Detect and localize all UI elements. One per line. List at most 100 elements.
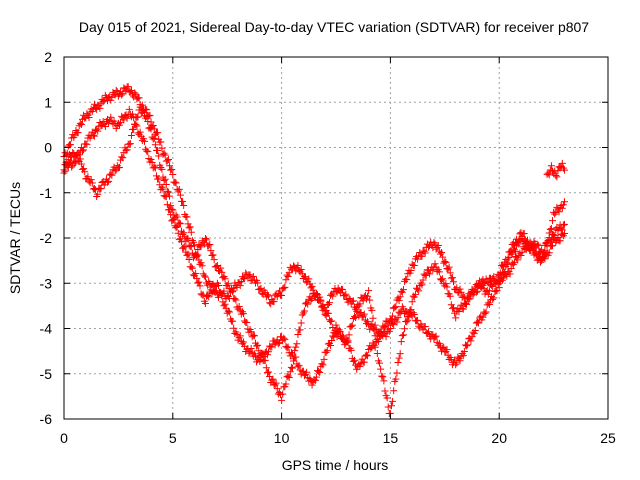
data-marker bbox=[188, 264, 196, 272]
data-marker bbox=[370, 326, 378, 334]
data-marker bbox=[212, 263, 220, 271]
data-marker bbox=[438, 248, 446, 256]
data-marker bbox=[555, 208, 563, 216]
data-marker bbox=[149, 135, 157, 143]
data-marker bbox=[136, 103, 144, 111]
data-marker bbox=[174, 187, 182, 195]
data-marker bbox=[374, 337, 382, 345]
data-marker bbox=[327, 342, 335, 350]
data-marker bbox=[398, 332, 406, 340]
data-marker bbox=[250, 332, 258, 340]
data-marker bbox=[541, 255, 549, 263]
data-marker bbox=[243, 318, 251, 326]
data-marker bbox=[345, 294, 353, 302]
data-marker bbox=[394, 359, 402, 367]
data-marker bbox=[101, 123, 109, 131]
data-marker bbox=[322, 348, 330, 356]
data-marker bbox=[559, 221, 567, 229]
data-marker bbox=[399, 286, 407, 294]
data-marker bbox=[84, 173, 92, 181]
data-marker bbox=[185, 256, 193, 264]
data-marker bbox=[87, 176, 95, 184]
data-marker bbox=[187, 228, 195, 236]
data-marker bbox=[118, 153, 126, 161]
data-marker bbox=[316, 369, 324, 377]
data-marker bbox=[122, 146, 130, 154]
data-marker bbox=[200, 272, 208, 280]
data-marker bbox=[209, 251, 217, 259]
data-marker bbox=[410, 311, 418, 319]
y-tick-label: 0 bbox=[44, 140, 52, 156]
data-marker bbox=[545, 249, 553, 257]
y-axis-label: SDTVAR / TECUs bbox=[7, 182, 23, 294]
data-marker bbox=[421, 249, 429, 257]
data-marker bbox=[224, 280, 232, 288]
data-marker bbox=[311, 376, 319, 384]
data-marker bbox=[393, 369, 401, 377]
data-marker bbox=[545, 171, 553, 179]
data-marker bbox=[308, 282, 316, 290]
data-marker bbox=[115, 163, 123, 171]
data-marker bbox=[512, 247, 520, 255]
data-marker bbox=[172, 179, 180, 187]
data-marker bbox=[163, 201, 171, 209]
data-marker bbox=[151, 141, 159, 149]
data-marker bbox=[160, 176, 168, 184]
data-marker bbox=[312, 373, 320, 381]
data-marker bbox=[430, 239, 438, 247]
data-marker bbox=[261, 356, 269, 364]
x-tick-label: 20 bbox=[491, 430, 507, 446]
data-marker bbox=[187, 242, 195, 250]
data-marker bbox=[295, 361, 303, 369]
data-marker bbox=[193, 274, 201, 282]
data-marker bbox=[283, 344, 291, 352]
data-marker bbox=[303, 368, 311, 376]
data-marker bbox=[392, 303, 400, 311]
data-marker bbox=[135, 94, 143, 102]
y-tick-label: -3 bbox=[40, 275, 53, 291]
data-marker bbox=[457, 301, 465, 309]
data-marker bbox=[320, 304, 328, 312]
data-marker bbox=[94, 190, 102, 198]
data-marker bbox=[531, 249, 539, 257]
data-marker bbox=[175, 185, 183, 193]
data-marker bbox=[389, 319, 397, 327]
data-marker bbox=[308, 295, 316, 303]
data-marker bbox=[366, 296, 374, 304]
data-marker bbox=[206, 240, 214, 248]
data-marker bbox=[552, 172, 560, 180]
data-marker bbox=[129, 110, 137, 118]
data-marker bbox=[485, 301, 493, 309]
data-marker bbox=[164, 155, 172, 163]
data-marker bbox=[176, 235, 184, 243]
data-marker bbox=[393, 318, 401, 326]
data-marker bbox=[158, 165, 166, 173]
data-marker bbox=[175, 219, 183, 227]
data-marker bbox=[232, 296, 240, 304]
data-marker bbox=[130, 114, 138, 122]
data-marker bbox=[160, 149, 168, 157]
data-marker bbox=[377, 365, 385, 373]
data-marker bbox=[329, 292, 337, 300]
data-marker bbox=[236, 282, 244, 290]
data-marker bbox=[459, 352, 467, 360]
data-marker bbox=[467, 337, 475, 345]
data-marker bbox=[330, 333, 338, 341]
data-marker bbox=[119, 154, 127, 162]
data-marker bbox=[320, 355, 328, 363]
data-marker bbox=[408, 298, 416, 306]
data-marker bbox=[414, 255, 422, 263]
data-marker bbox=[107, 96, 115, 104]
data-marker bbox=[186, 223, 194, 231]
data-marker bbox=[187, 263, 195, 271]
data-marker bbox=[263, 369, 271, 377]
data-marker bbox=[74, 129, 82, 137]
data-marker bbox=[457, 288, 465, 296]
data-marker bbox=[304, 300, 312, 308]
data-marker bbox=[253, 342, 261, 350]
data-marker bbox=[293, 340, 301, 348]
data-marker bbox=[221, 300, 229, 308]
y-tick-label: 1 bbox=[44, 94, 52, 110]
data-marker bbox=[396, 293, 404, 301]
data-marker bbox=[207, 247, 215, 255]
